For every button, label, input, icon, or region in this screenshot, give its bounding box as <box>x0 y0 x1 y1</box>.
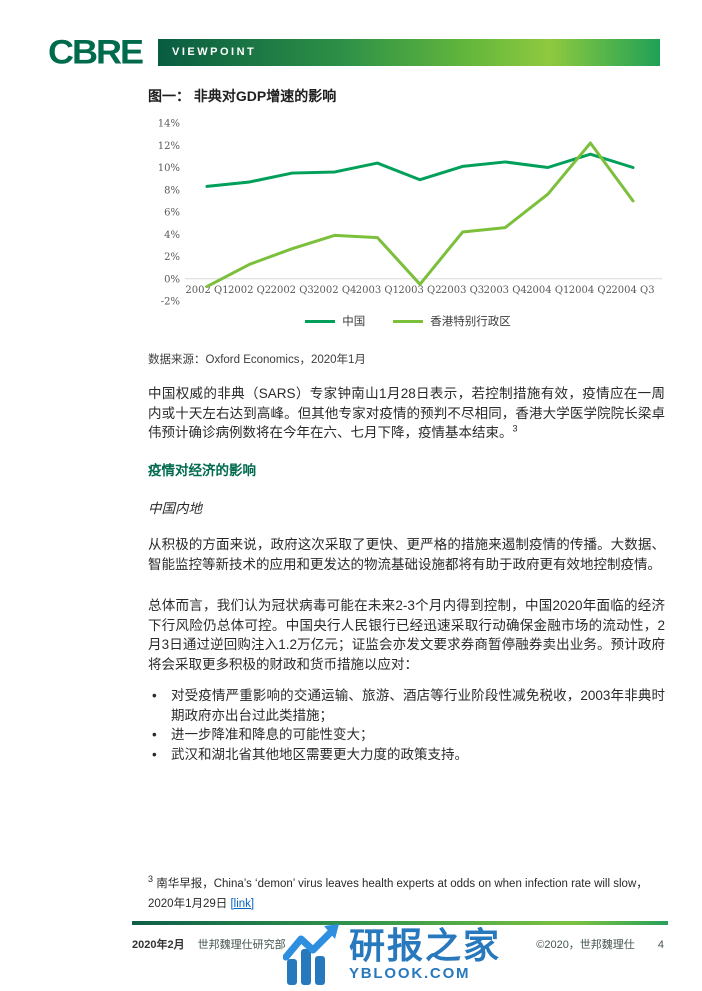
x-tick-2004-Q1: 2004 Q1 <box>526 285 569 296</box>
x-tick-2004-Q3: 2004 Q3 <box>611 285 654 296</box>
footer-date: 2020年2月 <box>132 939 185 951</box>
series-line-1 <box>205 141 635 289</box>
legend-swatch-1 <box>393 319 424 323</box>
x-tick-2003-Q1: 2003 Q1 <box>356 285 399 296</box>
footnote: 3 南华早报，China’s ‘demon’ virus leaves heal… <box>148 874 670 914</box>
policy-bullet-1: 对受疫情严重影响的交通运输、旅游、酒店等行业阶段性减免税收，2003年非典时期政… <box>148 686 665 725</box>
subsection-heading-mainland-china: 中国内地 <box>148 501 202 516</box>
x-tick-labels: 2002 Q1 2002 Q2 2002 Q3 2002 Q4 2003 Q1 2003 … <box>185 285 654 296</box>
gdp-line-chart-svg: 14%12%10%8%6%4%2%0%-2%2002 Q1 2002 Q2 2002… <box>158 119 662 308</box>
x-tick-2002-Q1: 2002 Q1 <box>185 285 228 296</box>
policy-bullet-list: 对受疫情严重影响的交通运输、旅游、酒店等行业阶段性减免税收，2003年非典时期政… <box>148 686 665 764</box>
footer-copyright: ©2020，世邦魏理仕 <box>536 939 635 951</box>
x-tick-2002-Q4: 2002 Q4 <box>313 285 356 296</box>
series-line-0 <box>205 152 635 188</box>
watermark-name: 研报之家 <box>349 924 502 966</box>
y-tick-labels: 14% 12% 10% 8% 6% 4% 2% 0% -2% <box>158 119 180 308</box>
policy-bullet-3: 武汉和湖北省其他地区需要更大力度的政策支持。 <box>148 745 665 765</box>
footer: 2020年2月 世邦魏理仕研究部 ©2020，世邦魏理仕 4 <box>132 936 664 952</box>
footnote-text: 南华早报，China’s ‘demon’ virus leaves health… <box>148 878 648 910</box>
figure-title: 图一： 非典对GDP增速的影响 <box>148 88 337 104</box>
x-tick-2002-Q3: 2002 Q3 <box>271 285 314 296</box>
x-tick-2002-Q2: 2002 Q2 <box>228 285 271 296</box>
y-tick-12: 12% <box>158 141 180 152</box>
footer-right: ©2020，世邦魏理仕 4 <box>536 936 664 952</box>
x-tick-2003-Q2: 2003 Q2 <box>398 285 441 296</box>
y-tick-4: 4% <box>164 230 180 241</box>
watermark-site: YBLOOK.COM <box>349 964 471 982</box>
paragraph-sars-experts: 中国权威的非典（SARS）专家钟南山1月28日表示，若控制措施有效，疫情应在一周… <box>148 384 665 443</box>
section-heading-economic-impact: 疫情对经济的影响 <box>148 463 256 478</box>
paragraph-overall-outlook: 总体而言，我们认为冠状病毒可能在未来2-3个月内得到控制，中国2020年面临的经… <box>148 598 665 672</box>
y-tick-2: 2% <box>164 252 180 263</box>
footer-divider <box>132 921 668 925</box>
y-tick-0: 0% <box>164 274 180 285</box>
policy-bullet-2: 进一步降准和降息的可能性变大； <box>148 725 665 745</box>
watermark-texts: 研报之家 YBLOOK.COM <box>349 924 502 982</box>
legend-label-1: 香港特别行政区 <box>430 316 511 328</box>
series-lines <box>205 141 635 289</box>
x-tick-2003-Q4: 2003 Q4 <box>484 285 527 296</box>
paragraph-sars-experts-text: 中国权威的非典（SARS）专家钟南山1月28日表示，若控制措施有效，疫情应在一周… <box>148 386 665 440</box>
y-tick-14: 14% <box>158 119 180 130</box>
footer-left: 2020年2月 世邦魏理仕研究部 <box>132 936 286 952</box>
gdp-chart: 14% 12% 10% 8% 6% 4% 2% 0% -2% 2002 Q1 2002 Q2 2002… <box>148 110 668 329</box>
footnote-marker: 3 <box>148 874 154 885</box>
data-source-note: 数据来源：Oxford Economics，2020年1月 <box>148 354 366 366</box>
legend-item-1: 香港特别行政区 <box>393 313 511 329</box>
footer-page-number: 4 <box>657 939 664 951</box>
chart-legend: 中国 香港特别行政区 <box>148 313 668 329</box>
legend-label-0: 中国 <box>342 316 366 328</box>
header: CBRE VIEWPOINT <box>48 34 660 70</box>
x-tick-2004-Q2: 2004 Q2 <box>569 285 612 296</box>
watermark: 研报之家 YBLOOK.COM <box>283 923 501 985</box>
viewpoint-banner-label: VIEWPOINT <box>172 46 257 58</box>
legend-swatch-0 <box>305 319 336 323</box>
viewpoint-banner: VIEWPOINT <box>158 38 660 66</box>
footnote-link[interactable]: [link] <box>230 898 255 910</box>
y-tick--2: -2% <box>161 297 180 308</box>
paragraph-positive-measures: 从积极的方面来说，政府这次采取了更快、更严格的措施来遏制疫情的传播。大数据、智能… <box>148 537 665 572</box>
footer-department: 世邦魏理仕研究部 <box>197 939 286 951</box>
x-tick-2003-Q3: 2003 Q3 <box>441 285 484 296</box>
watermark-chart-arrow-icon <box>283 924 339 985</box>
y-tick-8: 8% <box>164 185 180 196</box>
footnote-ref-3: 3 <box>512 423 518 434</box>
y-tick-6: 6% <box>164 208 180 219</box>
y-tick-10: 10% <box>158 163 180 174</box>
cbre-logo: CBRE <box>48 32 144 71</box>
legend-item-0: 中国 <box>305 313 365 329</box>
